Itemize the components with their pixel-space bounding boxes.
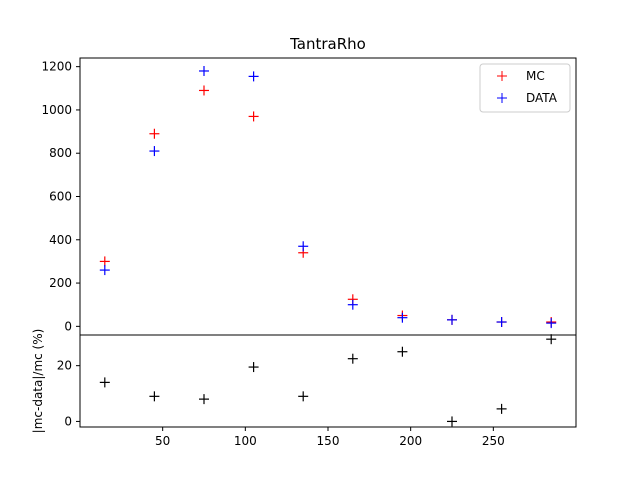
top-point-data bbox=[99, 265, 110, 276]
top-plot-area: 0 200 400 600 800 1000 1200 MC DATA bbox=[41, 57, 577, 336]
top-point-mc bbox=[99, 256, 110, 267]
bottom-point bbox=[447, 416, 457, 427]
top-y-tick-label: 0 bbox=[64, 319, 72, 333]
bottom-plot-area: 0 20 50 100 150 200 250 |mc-data|/mc (%) bbox=[31, 329, 577, 448]
top-point-data bbox=[496, 317, 507, 328]
bottom-point bbox=[99, 377, 110, 388]
top-y-tick-label: 800 bbox=[49, 146, 72, 160]
legend: MC DATA bbox=[479, 63, 571, 113]
bottom-x-tick-label: 200 bbox=[399, 434, 422, 448]
bottom-y-axis-label: |mc-data|/mc (%) bbox=[31, 329, 45, 434]
bottom-point bbox=[248, 362, 259, 373]
bottom-point bbox=[298, 391, 309, 402]
bottom-point bbox=[496, 403, 507, 414]
top-point-data bbox=[546, 318, 557, 329]
top-point-data bbox=[447, 314, 457, 325]
top-point-data bbox=[248, 71, 259, 82]
bottom-data-points bbox=[99, 334, 557, 427]
top-point-data bbox=[397, 312, 408, 323]
top-y-tick-label: 1200 bbox=[41, 60, 72, 74]
top-point-data bbox=[149, 146, 160, 157]
top-point-data bbox=[298, 241, 309, 252]
top-data-points bbox=[99, 65, 557, 329]
top-point-mc bbox=[248, 111, 259, 122]
top-y-tick-label: 600 bbox=[49, 190, 72, 204]
top-y-tick-label: 200 bbox=[49, 276, 72, 290]
legend-marker-mc bbox=[497, 71, 507, 81]
bottom-point bbox=[347, 353, 358, 364]
bottom-point bbox=[546, 334, 557, 345]
top-y-tick-label: 400 bbox=[49, 233, 72, 247]
top-y-tick-label: 1000 bbox=[41, 103, 72, 117]
bottom-y-tick-label: 0 bbox=[64, 414, 72, 428]
bottom-x-tick-label: 150 bbox=[317, 434, 340, 448]
bottom-x-axis: 50 100 150 200 250 bbox=[155, 427, 505, 448]
bottom-y-tick-label: 20 bbox=[57, 359, 72, 373]
bottom-x-tick-label: 50 bbox=[155, 434, 170, 448]
top-point-mc bbox=[199, 85, 209, 96]
bottom-y-axis: 0 20 bbox=[57, 359, 80, 428]
chart-title: TantraRho bbox=[289, 35, 366, 53]
bottom-x-tick-label: 100 bbox=[234, 434, 257, 448]
top-point-data bbox=[199, 65, 209, 76]
bottom-x-tick-label: 250 bbox=[482, 434, 505, 448]
top-point-mc bbox=[149, 128, 160, 139]
legend-label-data: DATA bbox=[526, 91, 558, 105]
top-y-axis: 0 200 400 600 800 1000 1200 bbox=[41, 60, 80, 333]
bottom-point bbox=[199, 394, 209, 405]
legend-label-mc: MC bbox=[526, 69, 545, 83]
legend-marker-data bbox=[497, 93, 507, 103]
top-point-data bbox=[347, 299, 358, 310]
bottom-point bbox=[397, 346, 408, 357]
bottom-point bbox=[149, 391, 160, 402]
